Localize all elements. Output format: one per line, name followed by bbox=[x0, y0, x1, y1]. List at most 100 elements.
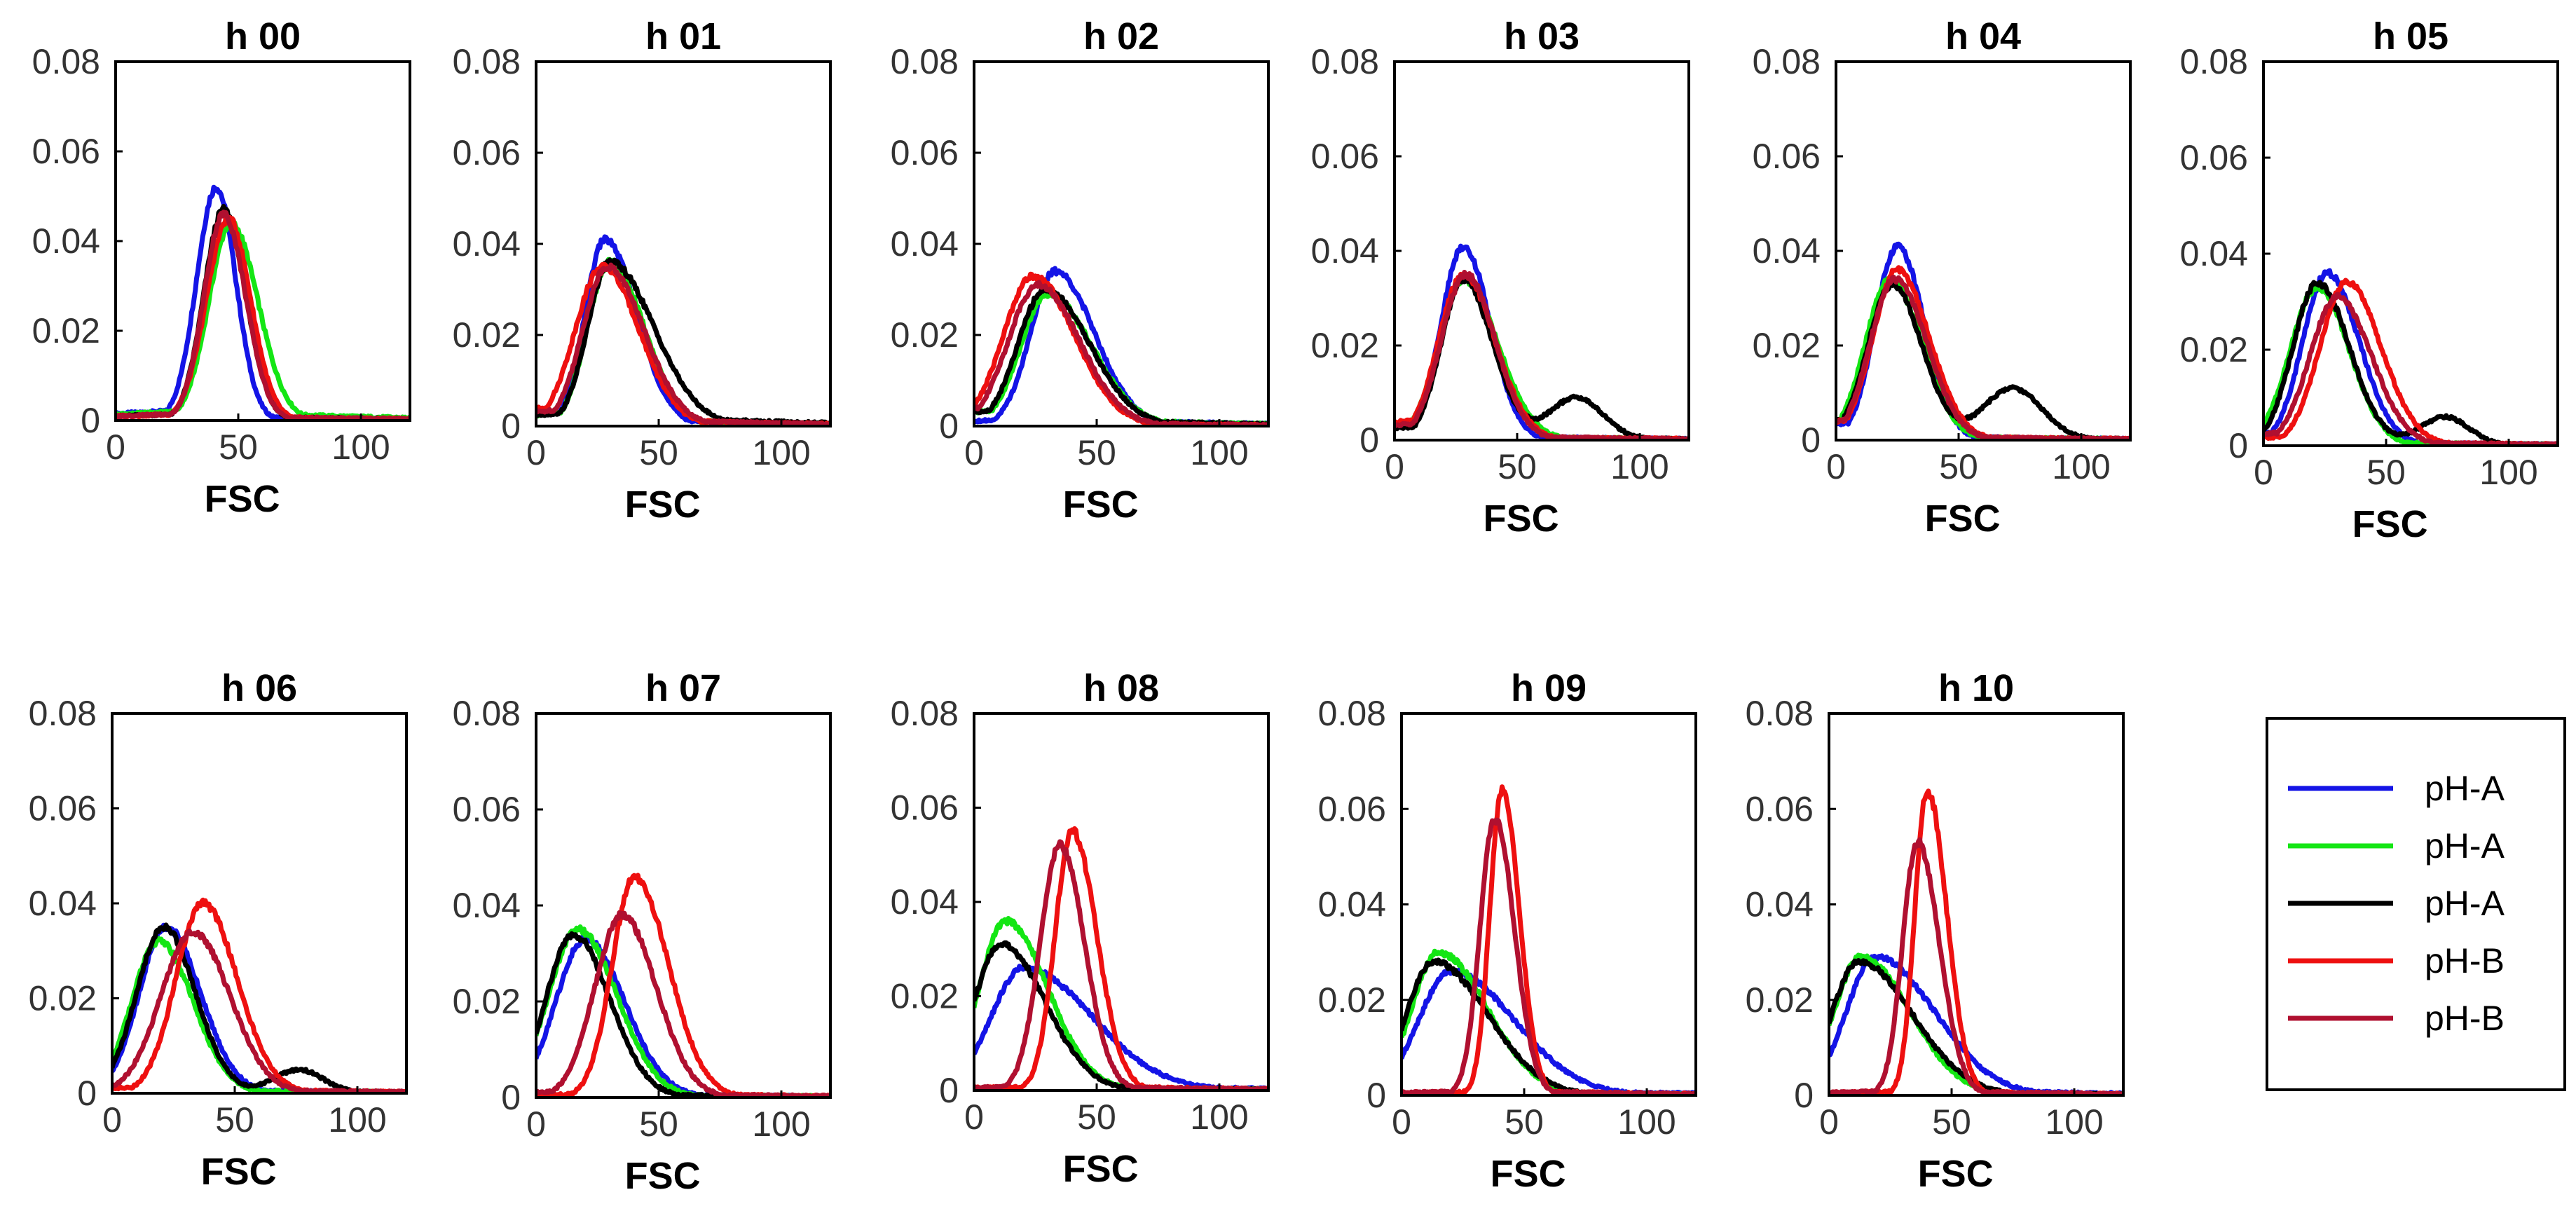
y-tick-label: 0 bbox=[501, 1078, 521, 1117]
y-tick-label: 0 bbox=[81, 401, 100, 440]
y-tick-label: 0.04 bbox=[453, 224, 521, 264]
x-axis-label: FSC bbox=[1918, 1153, 1994, 1195]
y-tick-label: 0.02 bbox=[32, 311, 100, 350]
y-tick-label: 0.02 bbox=[1746, 980, 1814, 1020]
y-tick-label: 0.08 bbox=[453, 694, 521, 733]
y-tick-label: 0 bbox=[2228, 426, 2248, 465]
series-group bbox=[1395, 243, 1689, 440]
y-tick-label: 0.04 bbox=[1746, 885, 1814, 924]
x-axis-label: FSC bbox=[205, 478, 280, 520]
x-tick-label: 100 bbox=[752, 1104, 810, 1144]
panel-title: h 09 bbox=[1511, 667, 1587, 709]
series-line-ph-b-darkred bbox=[1836, 275, 2130, 440]
x-tick-label: 100 bbox=[1610, 447, 1669, 486]
y-tick-label: 0.02 bbox=[891, 315, 959, 355]
panels: h 00 0 0.02 0.04 0.06 0.08 0 50 100 FSC h 01 0 0.02 0… bbox=[29, 15, 2559, 1197]
y-tick-label: 0 bbox=[1794, 1076, 1814, 1115]
x-tick-label: 0 bbox=[2254, 453, 2273, 492]
y-tick-label: 0.08 bbox=[453, 42, 521, 81]
y-tick-label: 0 bbox=[501, 406, 521, 446]
x-tick-label: 0 bbox=[106, 427, 125, 467]
y-tick-label: 0.06 bbox=[891, 133, 959, 172]
legend-box bbox=[2266, 717, 2566, 1091]
x-tick-label: 0 bbox=[964, 433, 984, 472]
plot-frame bbox=[1835, 60, 2132, 442]
panel-title: h 00 bbox=[225, 15, 301, 57]
y-tick-label: 0.02 bbox=[453, 982, 521, 1021]
x-tick-label: 100 bbox=[331, 427, 390, 467]
series-group bbox=[1402, 784, 1696, 1095]
series-group bbox=[112, 897, 406, 1093]
x-axis-label: FSC bbox=[1491, 1153, 1566, 1195]
x-axis-label: FSC bbox=[201, 1151, 277, 1193]
x-axis-label: FSC bbox=[625, 1155, 701, 1197]
x-tick-label: 0 bbox=[1392, 1102, 1411, 1142]
series-group bbox=[2263, 268, 2558, 446]
panel-title: h 01 bbox=[645, 15, 721, 57]
x-tick-label: 0 bbox=[1819, 1102, 1839, 1142]
panel-title: h 07 bbox=[645, 667, 721, 709]
x-tick-label: 50 bbox=[1939, 447, 1978, 486]
x-tick-label: 50 bbox=[215, 1100, 254, 1140]
y-tick-label: 0.04 bbox=[2180, 234, 2248, 273]
panel-title: h 04 bbox=[1945, 15, 2021, 57]
x-tick-label: 50 bbox=[1077, 1097, 1116, 1137]
series-line-ph-a-blue bbox=[1402, 966, 1696, 1095]
panel-title: h 08 bbox=[1083, 667, 1159, 709]
series-line-ph-a-blue bbox=[116, 184, 410, 420]
plot-frame bbox=[535, 60, 832, 427]
x-tick-label: 100 bbox=[1190, 1097, 1248, 1137]
series-line-ph-b-darkred bbox=[112, 928, 406, 1093]
x-tick-label: 0 bbox=[526, 433, 546, 472]
y-tick-label: 0.06 bbox=[453, 790, 521, 829]
x-tick-label: 0 bbox=[964, 1097, 984, 1137]
legend-label: pH-B bbox=[2425, 999, 2505, 1038]
panel-title: h 03 bbox=[1504, 15, 1580, 57]
x-tick-label: 100 bbox=[328, 1100, 386, 1140]
y-tick-label: 0.04 bbox=[891, 882, 959, 922]
series-group bbox=[536, 873, 830, 1097]
y-tick-label: 0.06 bbox=[2180, 138, 2248, 177]
legend-items: pH-A pH-A pH-A pH-B pH-B bbox=[2288, 769, 2505, 1038]
panel-h-07: h 07 0 0.02 0.04 0.06 0.08 0 50 100 FSC bbox=[453, 667, 832, 1197]
x-tick-label: 0 bbox=[526, 1104, 546, 1144]
y-tick-label: 0.06 bbox=[29, 789, 97, 828]
series-line-ph-a-blue bbox=[1829, 953, 2123, 1095]
series-group bbox=[1836, 241, 2130, 440]
panel-h-10: h 10 0 0.02 0.04 0.06 0.08 0 50 100 FSC bbox=[1746, 667, 2125, 1195]
y-tick-label: 0.08 bbox=[32, 42, 100, 81]
legend-label: pH-B bbox=[2425, 941, 2505, 980]
y-tick-label: 0.08 bbox=[891, 42, 959, 81]
x-tick-label: 50 bbox=[1498, 447, 1537, 486]
panel-h-03: h 03 0 0.02 0.04 0.06 0.08 0 50 100 FSC bbox=[1311, 15, 1690, 540]
y-tick-label: 0 bbox=[1366, 1076, 1386, 1115]
y-tick-label: 0.06 bbox=[1746, 789, 1814, 828]
x-axis-label: FSC bbox=[1063, 484, 1139, 526]
series-line-ph-b-darkred bbox=[536, 262, 830, 426]
y-tick-label: 0.02 bbox=[453, 315, 521, 355]
panel-title: h 06 bbox=[221, 667, 297, 709]
y-tick-label: 0.04 bbox=[1311, 231, 1379, 271]
series-line-ph-a-black bbox=[1829, 958, 2123, 1095]
x-tick-label: 100 bbox=[2479, 453, 2537, 492]
x-axis-label: FSC bbox=[1925, 498, 2001, 540]
x-tick-label: 50 bbox=[219, 427, 258, 467]
y-tick-label: 0 bbox=[1801, 420, 1821, 460]
y-tick-label: 0.08 bbox=[1318, 694, 1386, 733]
y-tick-label: 0.08 bbox=[891, 694, 959, 733]
x-tick-label: 50 bbox=[639, 1104, 678, 1144]
y-tick-label: 0.04 bbox=[32, 221, 100, 261]
y-tick-label: 0.04 bbox=[891, 224, 959, 264]
x-axis-label: FSC bbox=[2352, 503, 2428, 545]
x-tick-label: 50 bbox=[1077, 433, 1116, 472]
panel-h-06: h 06 0 0.02 0.04 0.06 0.08 0 50 100 FSC bbox=[29, 667, 408, 1193]
x-axis-label: FSC bbox=[625, 484, 701, 526]
legend: pH-A pH-A pH-A pH-B pH-B bbox=[2266, 717, 2566, 1091]
y-tick-label: 0 bbox=[77, 1074, 97, 1113]
panel-h-00: h 00 0 0.02 0.04 0.06 0.08 0 50 100 FSC bbox=[32, 15, 411, 520]
plot-frame bbox=[1828, 712, 2125, 1097]
x-tick-label: 100 bbox=[2045, 1102, 2103, 1142]
series-line-ph-a-green bbox=[1829, 952, 2123, 1095]
series-group bbox=[116, 184, 410, 420]
